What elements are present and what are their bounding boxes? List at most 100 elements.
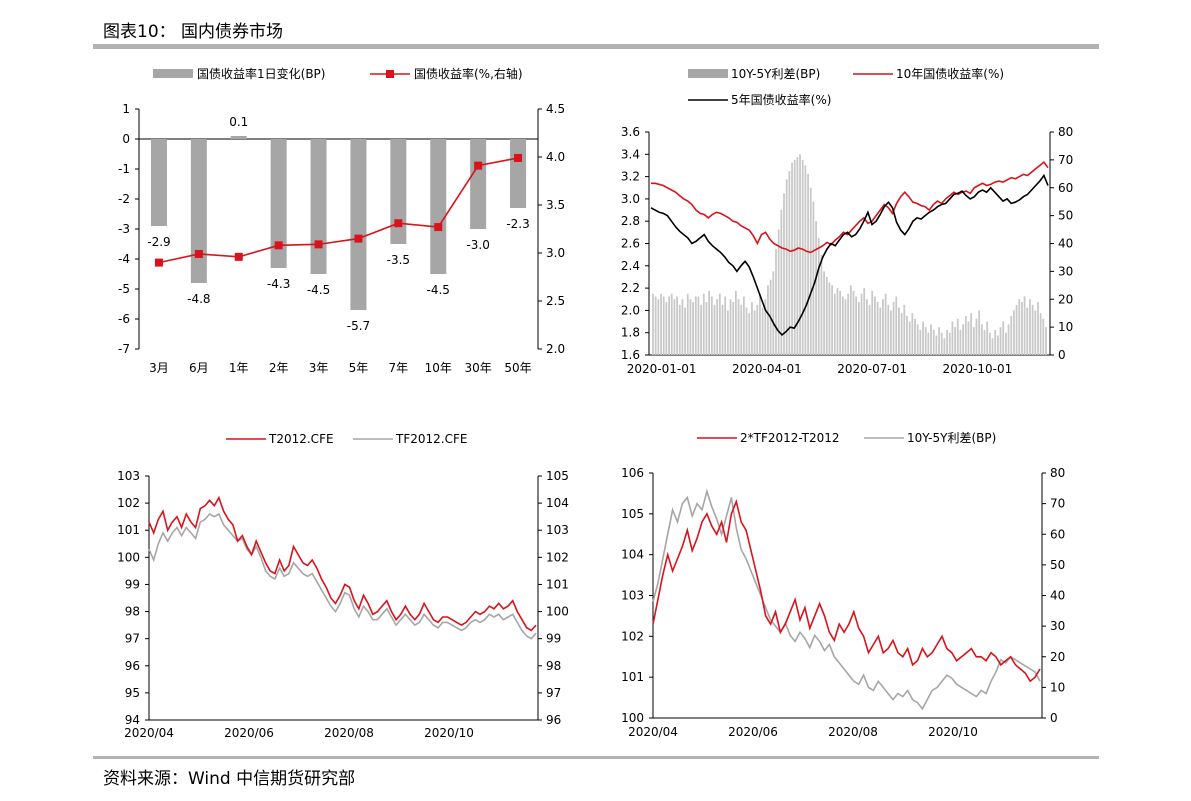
legend: 国债收益率1日变化(BP) 国债收益率(%,右轴) xyxy=(153,66,523,81)
spread-bar xyxy=(801,159,804,355)
left-tick-label: 97 xyxy=(125,632,140,646)
axis-ticks: 103 102 101 100 99 98 97 96 95 94 105 104 103 102 101 1… xyxy=(117,469,569,740)
legend: 2*TF2012-T2012 10Y-5Y利差(BP) xyxy=(697,431,996,445)
spread-bar xyxy=(879,307,882,355)
spread-bar xyxy=(911,313,914,355)
spread-bar xyxy=(742,296,745,355)
spread-bar xyxy=(844,299,847,355)
spread-bar xyxy=(986,321,989,355)
spread-bar xyxy=(836,288,839,355)
spread-bar xyxy=(724,296,727,355)
right-tick-label: 99 xyxy=(546,632,561,646)
left-tick-label: 96 xyxy=(125,659,140,673)
left-tick-label: 1.6 xyxy=(621,348,640,362)
spread-bar xyxy=(785,179,788,355)
spread-bar xyxy=(737,299,740,355)
spread-bar xyxy=(890,310,892,355)
right-tick-label: 0 xyxy=(1050,711,1058,725)
right-tick-label: 3.5 xyxy=(546,198,565,212)
spread-bar xyxy=(892,302,895,355)
spread-bar xyxy=(876,302,879,355)
spread-bar xyxy=(919,329,922,355)
spread-bar xyxy=(684,307,686,355)
spread-bar xyxy=(884,293,887,355)
left-tick-label: -1 xyxy=(118,162,130,176)
spread-bar xyxy=(1013,310,1015,355)
right-tick-label: 70 xyxy=(1058,153,1073,167)
spread-bar xyxy=(932,329,935,355)
right-tick-label: 80 xyxy=(1058,125,1073,139)
x-tick-label: 2020/06 xyxy=(728,725,778,739)
spread-bar xyxy=(1031,304,1034,355)
category-label: 10年 xyxy=(425,361,452,375)
spread-bar xyxy=(718,293,721,355)
right-tick-label: 30 xyxy=(1058,264,1073,278)
spread-bar xyxy=(825,276,828,355)
data-label: -2.3 xyxy=(506,217,529,231)
bar xyxy=(430,139,447,274)
spread-bar xyxy=(833,293,836,355)
spread-10y5y-line xyxy=(652,488,1041,711)
spread-bar xyxy=(828,282,831,355)
spread-bar xyxy=(927,332,930,355)
right-tick-label: 50 xyxy=(1050,558,1065,572)
spread-bar xyxy=(734,290,737,355)
left-tick-label: 0 xyxy=(122,132,130,146)
spread-bar xyxy=(873,296,876,355)
left-tick-label: 103 xyxy=(117,469,140,483)
x-tick-label: 2020-04-01 xyxy=(732,362,802,376)
category-label: 3年 xyxy=(309,361,329,375)
legend-label-10y: 10年国债收益率(%) xyxy=(896,66,1004,81)
x-tick-label: 2020/04 xyxy=(124,726,174,740)
legend-label-spread: 10Y-5Y利差(BP) xyxy=(731,67,820,81)
right-tick-label: 105 xyxy=(546,469,569,483)
spread-bar xyxy=(777,229,780,355)
t2012-line xyxy=(148,495,537,632)
spread-bar xyxy=(975,318,978,355)
yield-5y-line xyxy=(650,173,1049,336)
spread-bar xyxy=(868,304,871,355)
spread-bar xyxy=(908,321,911,355)
category-label: 1年 xyxy=(229,361,249,375)
spread-bar xyxy=(860,293,863,355)
spread-bar xyxy=(970,313,973,355)
legend-label-tf2012: TF2012.CFE xyxy=(395,432,467,446)
left-tick-label: 3.6 xyxy=(621,125,640,139)
spread-trade-line xyxy=(652,498,1041,683)
axis-ticks: 1 0 -1 -2 -3 -4 -5 -6 -7 4.5 4.0 3.5 3.0 2.5 2.0 3月 6月 1年… xyxy=(118,102,565,375)
spread-bar xyxy=(793,159,796,355)
spread-bar xyxy=(713,304,716,355)
left-tick-label: 2.0 xyxy=(621,303,640,317)
spread-bar xyxy=(1037,302,1039,355)
x-tick-label: 2020-07-01 xyxy=(837,362,907,376)
spread-bar xyxy=(748,313,751,355)
spread-bar xyxy=(980,324,983,355)
spread-bar xyxy=(702,293,705,355)
spread-bar xyxy=(959,329,962,355)
spread-bar xyxy=(745,307,748,355)
bottom-rule xyxy=(93,756,1099,759)
legend-label-line: 国债收益率(%,右轴) xyxy=(414,66,523,81)
right-tick-label: 60 xyxy=(1050,527,1065,541)
spread-bar xyxy=(938,327,940,355)
bar xyxy=(270,139,287,268)
spread-bar xyxy=(865,299,868,355)
spread-bar xyxy=(882,299,884,355)
left-tick-label: 104 xyxy=(621,548,644,562)
spread-bar xyxy=(852,290,855,355)
chart-yield-change: 国债收益率1日变化(BP) 国债收益率(%,右轴) 1 0 -1 -2 -3 -4 -5 -6… xyxy=(118,66,565,375)
right-tick-label: 98 xyxy=(546,659,561,673)
left-tick-label: 105 xyxy=(621,507,644,521)
spread-bar xyxy=(807,173,809,355)
right-tick-label: 103 xyxy=(546,523,569,537)
spread-bar xyxy=(654,296,657,355)
source-note: 资料来源：Wind 中信期货研究部 xyxy=(103,769,356,789)
left-tick-label: 2.2 xyxy=(621,281,640,295)
spread-bar xyxy=(1045,327,1047,355)
right-tick-label: 4.0 xyxy=(546,150,565,164)
spread-bar xyxy=(740,304,743,355)
spread-bar xyxy=(1002,321,1005,355)
spread-bar xyxy=(732,302,735,355)
right-tick-label: 102 xyxy=(546,550,569,564)
spread-bar xyxy=(895,296,898,355)
